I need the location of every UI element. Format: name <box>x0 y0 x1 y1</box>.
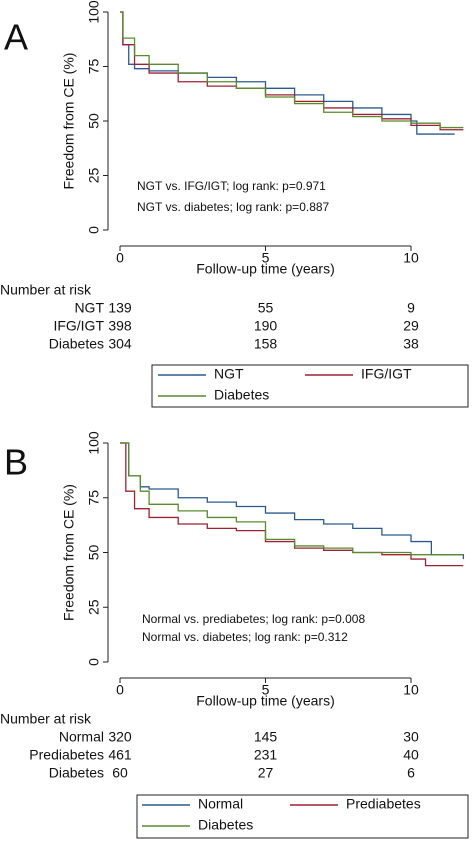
y-tick-label: 75 <box>86 490 102 506</box>
risk-count: 304 <box>108 336 132 352</box>
risk-count: 139 <box>108 300 132 316</box>
x-tick-label: 5 <box>262 250 270 266</box>
survival-curve <box>120 11 464 129</box>
risk-count: 320 <box>108 729 132 745</box>
survival-curve <box>120 442 464 556</box>
y-axis-label: Freedom from CE (%) <box>61 484 77 621</box>
risk-count: 398 <box>108 318 132 334</box>
legend-box <box>136 794 469 839</box>
risk-count: 461 <box>108 747 132 763</box>
risk-row-label: NGT <box>74 300 104 316</box>
panel-label: B <box>4 442 28 483</box>
risk-count: 27 <box>258 765 274 781</box>
annotation: Normal vs. prediabetes; log rank: p=0.00… <box>142 612 365 626</box>
x-axis-label: Follow-up time (years) <box>196 693 334 709</box>
survival-curve <box>120 11 455 135</box>
survival-curve <box>120 442 465 560</box>
y-tick-label: 75 <box>86 59 102 75</box>
legend-box <box>151 364 469 408</box>
x-tick-label: 0 <box>116 250 124 266</box>
x-tick-label: 10 <box>403 682 419 698</box>
y-tick-label: 25 <box>86 599 102 615</box>
risk-count: 60 <box>112 765 128 781</box>
y-tick-label: 100 <box>86 0 102 24</box>
risk-row-label: Prediabetes <box>29 747 104 763</box>
x-axis-label: Follow-up time (years) <box>196 261 334 277</box>
risk-row-label: Diabetes <box>49 336 104 352</box>
risk-count: 190 <box>254 318 278 334</box>
risk-count: 29 <box>403 318 419 334</box>
risk-count: 6 <box>407 765 415 781</box>
y-tick-label: 100 <box>86 431 102 455</box>
risk-table-title: Number at risk <box>0 711 92 727</box>
legend-label: Normal <box>198 796 243 812</box>
risk-row-label: IFG/IGT <box>53 318 104 334</box>
risk-count: 9 <box>407 300 415 316</box>
y-tick-label: 50 <box>86 113 102 129</box>
risk-count: 40 <box>403 747 419 763</box>
legend-label: IFG/IGT <box>361 366 412 382</box>
risk-count: 55 <box>258 300 274 316</box>
panel-label: A <box>4 17 28 58</box>
x-tick-label: 0 <box>116 682 124 698</box>
risk-count: 145 <box>254 729 278 745</box>
risk-count: 38 <box>403 336 419 352</box>
annotation: NGT vs. IFG/IGT; log rank: p=0.971 <box>137 179 326 193</box>
legend-label: NGT <box>214 366 244 382</box>
legend-label: Diabetes <box>214 387 269 403</box>
risk-table-title: Number at risk <box>0 282 92 298</box>
risk-count: 158 <box>254 336 278 352</box>
legend-label: Diabetes <box>198 817 253 833</box>
y-tick-label: 0 <box>86 226 102 234</box>
x-tick-label: 10 <box>403 250 419 266</box>
annotation: NGT vs. diabetes; log rank: p=0.887 <box>137 200 330 214</box>
legend-label: Prediabetes <box>346 796 421 812</box>
y-tick-label: 50 <box>86 545 102 561</box>
y-axis-label: Freedom from CE (%) <box>61 53 77 190</box>
y-tick-label: 25 <box>86 168 102 184</box>
y-tick-label: 0 <box>86 658 102 666</box>
risk-row-label: Diabetes <box>49 765 104 781</box>
risk-count: 231 <box>254 747 278 763</box>
x-tick-label: 5 <box>262 682 270 698</box>
risk-count: 30 <box>403 729 419 745</box>
risk-row-label: Normal <box>59 729 104 745</box>
annotation: Normal vs. diabetes; log rank: p=0.312 <box>142 630 348 644</box>
